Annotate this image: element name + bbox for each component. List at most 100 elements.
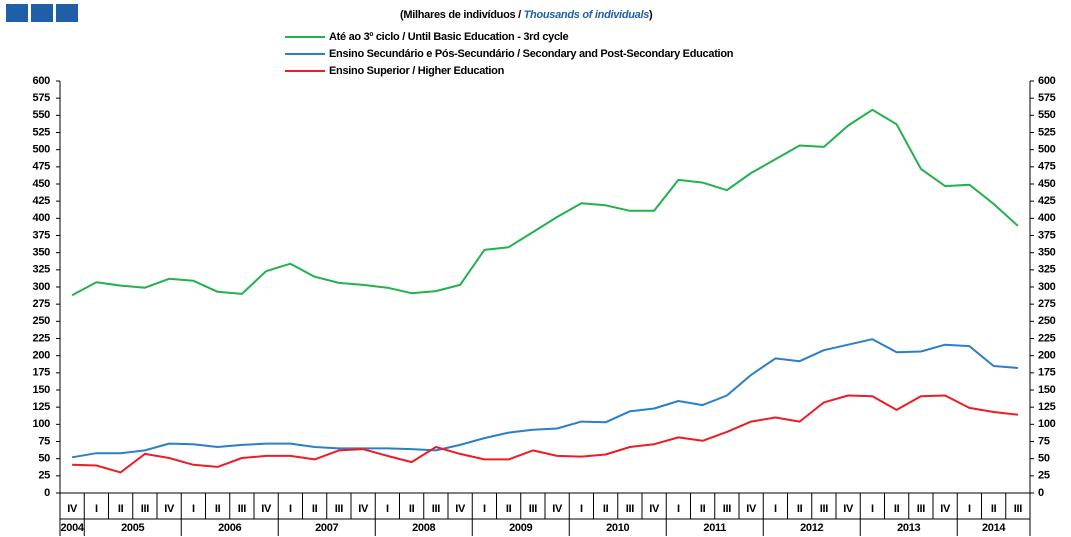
year-label: 2013 (897, 522, 920, 534)
x-tick-label: I (95, 503, 98, 515)
x-tick-label: I (871, 503, 874, 515)
x-tick-label: III (529, 503, 538, 515)
y-tick-label: 25 (38, 470, 50, 482)
x-tick-label: II (118, 503, 124, 515)
year-label: 2004 (60, 522, 84, 534)
y2-tick-label: 25 (1038, 470, 1050, 482)
y-tick-label: 375 (33, 229, 51, 241)
series-line (71, 108, 1019, 297)
legend-label: Até ao 3º ciclo / Until Basic Education … (329, 31, 569, 43)
y2-tick-label: 450 (1038, 178, 1056, 190)
year-label: 2007 (315, 522, 338, 534)
y2-tick-label: 525 (1038, 126, 1056, 138)
x-tick-label: IV (164, 503, 175, 515)
y-tick-label: 325 (33, 264, 51, 276)
x-tick-label: I (774, 503, 777, 515)
x-tick-label: IV (843, 503, 854, 515)
y-tick-label: 200 (33, 350, 51, 362)
subtitle: (Milhares de indivíduos / Thousands of i… (400, 9, 653, 21)
y2-tick-label: 575 (1038, 92, 1056, 104)
y-tick-label: 100 (33, 418, 51, 430)
x-tick-label: II (603, 503, 609, 515)
y-tick-label: 600 (33, 75, 51, 87)
y2-tick-label: 75 (1038, 435, 1050, 447)
x-tick-label: II (797, 503, 803, 515)
x-tick-label: II (991, 503, 997, 515)
x-tick-label: IV (455, 503, 466, 515)
y2-tick-label: 325 (1038, 264, 1056, 276)
y-tick-label: 50 (38, 453, 50, 465)
x-tick-label: III (723, 503, 732, 515)
y-tick-label: 225 (33, 332, 51, 344)
y2-tick-label: 150 (1038, 384, 1056, 396)
y2-tick-label: 200 (1038, 350, 1056, 362)
y2-tick-label: 125 (1038, 401, 1056, 413)
x-tick-label: II (700, 503, 706, 515)
subtitle-pt: (Milhares de indivíduos / (400, 9, 524, 21)
y-tick-label: 75 (38, 435, 50, 447)
y-tick-label: 400 (33, 212, 51, 224)
y-tick-label: 475 (33, 161, 51, 173)
x-tick-label: IV (552, 503, 563, 515)
logo-block (56, 4, 78, 22)
y-tick-label: 125 (33, 401, 51, 413)
x-tick-label: IV (358, 503, 369, 515)
year-label: 2012 (800, 522, 823, 534)
y-tick-label: 425 (33, 195, 51, 207)
year-label: 2014 (982, 522, 1006, 534)
year-label: 2008 (412, 522, 435, 534)
y2-tick-label: 400 (1038, 212, 1056, 224)
x-tick-label: IV (746, 503, 757, 515)
x-tick-label: III (626, 503, 635, 515)
x-tick-label: IV (940, 503, 951, 515)
x-tick-label: III (141, 503, 150, 515)
x-tick-label: I (677, 503, 680, 515)
x-tick-label: II (312, 503, 318, 515)
year-label: 2009 (509, 522, 532, 534)
year-label: 2005 (121, 522, 144, 534)
x-tick-label: IV (67, 503, 78, 515)
x-tick-label: III (238, 503, 247, 515)
x-tick-label: I (289, 503, 292, 515)
x-tick-label: II (215, 503, 221, 515)
y-tick-label: 300 (33, 281, 51, 293)
x-tick-label: III (820, 503, 829, 515)
x-tick-label: II (409, 503, 415, 515)
x-tick-label: I (483, 503, 486, 515)
year-label: 2006 (218, 522, 241, 534)
y2-tick-label: 600 (1038, 75, 1056, 87)
x-tick-label: III (917, 503, 926, 515)
legend-label: Ensino Superior / Higher Education (329, 65, 505, 77)
logo-block (31, 4, 53, 22)
y2-tick-label: 225 (1038, 332, 1056, 344)
legend-label: Ensino Secundário e Pós-Secundário / Sec… (329, 48, 734, 60)
subtitle-close: ) (649, 9, 653, 21)
y2-tick-label: 425 (1038, 195, 1056, 207)
y2-tick-label: 300 (1038, 281, 1056, 293)
y-tick-label: 175 (33, 367, 51, 379)
y2-tick-label: 250 (1038, 315, 1056, 327)
y-tick-label: 350 (33, 247, 51, 259)
y2-tick-label: 500 (1038, 144, 1056, 156)
y-tick-label: 575 (33, 92, 51, 104)
y-tick-label: 150 (33, 384, 51, 396)
y2-tick-label: 100 (1038, 418, 1056, 430)
y-tick-label: 525 (33, 126, 51, 138)
x-tick-label: I (386, 503, 389, 515)
x-tick-label: I (580, 503, 583, 515)
x-tick-label: II (506, 503, 512, 515)
y2-tick-label: 550 (1038, 109, 1056, 121)
logo-block (6, 4, 28, 22)
series-line (72, 394, 1019, 474)
y-tick-label: 550 (33, 109, 51, 121)
y-tick-label: 450 (33, 178, 51, 190)
year-label: 2010 (606, 522, 629, 534)
x-tick-label: III (1014, 503, 1023, 515)
y2-tick-label: 350 (1038, 247, 1056, 259)
x-tick-label: I (968, 503, 971, 515)
year-label: 2011 (703, 522, 726, 534)
x-tick-label: I (192, 503, 195, 515)
x-tick-label: III (335, 503, 344, 515)
y-tick-label: 275 (33, 298, 51, 310)
